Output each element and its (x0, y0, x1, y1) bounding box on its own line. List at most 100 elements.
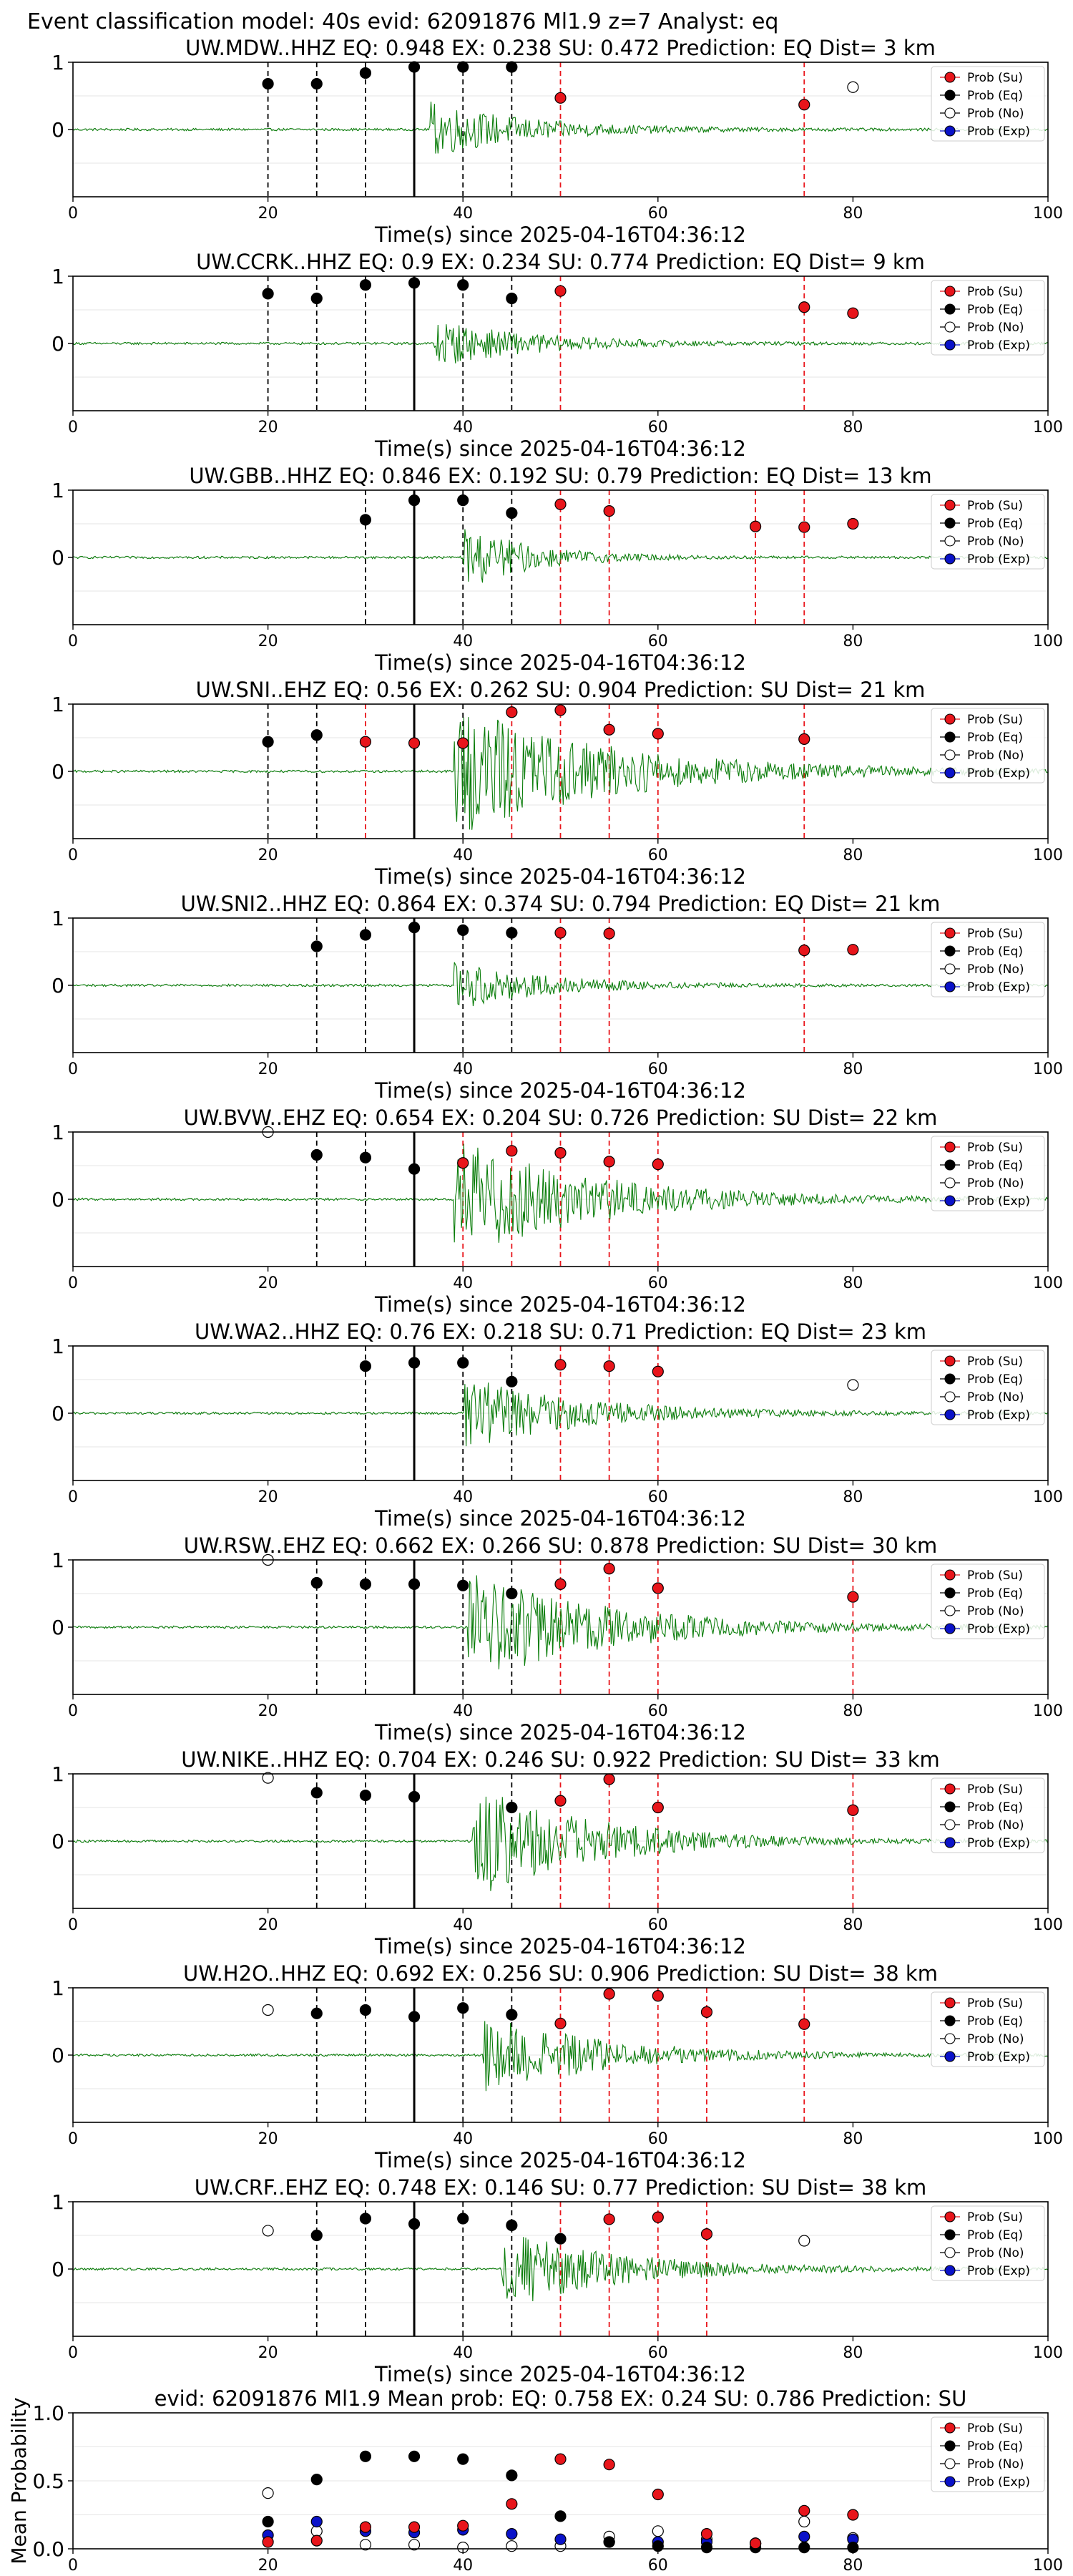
prob-su-marker (554, 927, 567, 939)
prob-eq-marker (408, 2450, 421, 2462)
x-tick-label: 100 (1033, 847, 1063, 864)
prob-su-marker (700, 2528, 713, 2540)
x-tick-label: 60 (648, 2557, 668, 2575)
prob-eq-marker (310, 292, 323, 305)
x-tick-label: 40 (453, 1274, 473, 1292)
legend-no-marker (944, 321, 956, 333)
prob-exp-marker (554, 2533, 567, 2545)
prob-eq-marker (408, 1578, 421, 1590)
legend: Prob (Su) Prob (Eq) Prob (No) Prob (Exp) (931, 922, 1045, 997)
prob-su-marker (603, 1773, 615, 1785)
legend-box (931, 1350, 1045, 1425)
legend-box (931, 280, 1045, 356)
y-tick-label: 0 (52, 760, 64, 784)
prob-eq-marker (457, 2002, 469, 2014)
legend-label: Prob (Su) (967, 285, 1023, 299)
y-tick-label: 0 (52, 1402, 64, 1425)
x-tick-label: 60 (648, 847, 668, 864)
panel-1: UW.CCRK..HHZ EQ: 0.9 EX: 0.234 SU: 0.774… (52, 250, 1063, 461)
legend-eq-marker (944, 517, 956, 529)
legend-label: Prob (No) (967, 535, 1024, 549)
x-tick-label: 40 (453, 633, 473, 650)
legend-exp-marker (944, 1409, 956, 1420)
legend-eq-marker (944, 89, 956, 101)
legend-label: Prob (No) (967, 1390, 1024, 1405)
prob-su-marker (847, 944, 859, 956)
y-tick-label: 0 (52, 2044, 64, 2067)
legend-box (931, 494, 1045, 570)
legend-label: Prob (Eq) (967, 303, 1023, 317)
prob-eq-marker (457, 924, 469, 937)
legend-label: Prob (Su) (967, 1996, 1023, 2011)
x-axis-label: Time(s) since 2025-04-16T04:36:12 (374, 864, 746, 889)
legend-box (931, 1563, 1045, 1639)
prob-eq-marker (798, 2542, 810, 2554)
x-axis-label: Time(s) since 2025-04-16T04:36:12 (374, 1934, 746, 1958)
legend-exp-marker (944, 553, 956, 565)
legend-label: Prob (Su) (967, 713, 1023, 727)
prob-no-marker (847, 1379, 859, 1391)
prob-eq-marker (457, 2453, 469, 2465)
y-tick-label: 1 (52, 1976, 64, 2000)
legend-label: Prob (Su) (967, 1568, 1023, 1583)
prob-su-marker (457, 737, 469, 749)
legend-label: Prob (Su) (967, 71, 1023, 85)
prob-eq-marker (408, 494, 421, 507)
prob-su-marker (603, 2213, 615, 2225)
prob-eq-marker (506, 2009, 518, 2021)
prob-eq-marker (408, 2218, 421, 2230)
panel-title: evid: 62091876 Ml1.9 Mean prob: EQ: 0.75… (155, 2386, 967, 2411)
prob-eq-marker (310, 729, 323, 741)
legend-label: Prob (Eq) (967, 89, 1023, 103)
legend-label: Prob (Eq) (967, 2014, 1023, 2029)
y-tick-label: 1 (52, 1762, 64, 1786)
legend-su-marker (944, 1783, 956, 1795)
legend-eq-marker (944, 1587, 956, 1599)
legend-no-marker (944, 1391, 956, 1402)
x-tick-label: 40 (453, 2344, 473, 2362)
prob-eq-marker (457, 279, 469, 291)
legend-label: Prob (Exp) (967, 1408, 1030, 1423)
legend-su-marker (944, 927, 956, 939)
y-tick-label: 0 (52, 332, 64, 356)
legend-box (931, 2416, 1045, 2492)
waveform-trace (72, 1575, 1048, 1670)
panel-title: UW.CCRK..HHZ EQ: 0.9 EX: 0.234 SU: 0.774… (196, 250, 925, 274)
panel-title: UW.BVW..EHZ EQ: 0.654 EX: 0.204 SU: 0.72… (184, 1106, 938, 1130)
x-axis-label: Time(s) since 2025-04-16T04:36:12 (374, 223, 746, 247)
legend-box (931, 1991, 1045, 2067)
x-tick-label: 100 (1033, 1274, 1063, 1292)
x-tick-label: 60 (648, 419, 668, 436)
prob-su-marker (262, 2536, 274, 2548)
panel-title: UW.RSW..EHZ EQ: 0.662 EX: 0.266 SU: 0.87… (184, 1533, 937, 1558)
x-tick-label: 0 (68, 2130, 78, 2148)
prob-su-marker (652, 1582, 664, 1594)
y-tick-label: 1 (52, 479, 64, 502)
x-axis-label: Time(s) since 2025-04-16T04:36:12 (374, 1292, 746, 1317)
prob-su-marker (603, 927, 615, 940)
panel-title: UW.WA2..HHZ EQ: 0.76 EX: 0.218 SU: 0.71 … (195, 1319, 926, 1344)
legend-su-marker (944, 499, 956, 511)
legend-su-marker (944, 713, 956, 725)
legend-label: Prob (No) (967, 1818, 1024, 1833)
panels: UW.MDW..HHZ EQ: 0.948 EX: 0.238 SU: 0.47… (7, 36, 1063, 2575)
legend: Prob (Su) Prob (Eq) Prob (No) Prob (Exp) (931, 708, 1045, 784)
x-axis-label: Time(s) since 2025-04-16T04:36:12 (374, 2362, 746, 2386)
prob-exp-marker (506, 2528, 518, 2540)
legend-label: Prob (Su) (967, 927, 1023, 941)
prob-eq-marker (408, 1163, 421, 1175)
prob-eq-marker (359, 1789, 371, 1802)
prob-su-marker (603, 723, 615, 736)
x-tick-label: 80 (843, 1916, 863, 1934)
prob-no-marker (262, 1772, 274, 1784)
legend-label: Prob (No) (967, 2032, 1024, 2046)
prob-eq-marker (457, 1579, 469, 1591)
panel-title: UW.CRF..EHZ EQ: 0.748 EX: 0.146 SU: 0.77… (195, 2175, 927, 2200)
prob-su-marker (603, 1988, 615, 2000)
x-tick-label: 100 (1033, 2557, 1063, 2575)
legend: Prob (Su) Prob (Eq) Prob (No) Prob (Exp) (931, 1991, 1045, 2067)
legend-label: Prob (Eq) (967, 1372, 1023, 1387)
panel-title: UW.H2O..HHZ EQ: 0.692 EX: 0.256 SU: 0.90… (183, 1961, 938, 1986)
legend: Prob (Su) Prob (Eq) Prob (No) Prob (Exp) (931, 1563, 1045, 1639)
legend-exp-marker (944, 339, 956, 351)
